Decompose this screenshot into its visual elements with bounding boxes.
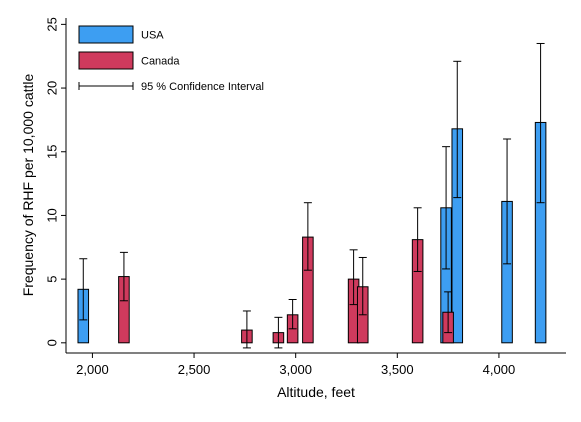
ticks-layer: 0 5 10 15 20 25 2,000 2,500 3,000 3,500 4,000 — [45, 17, 516, 377]
ci-canada-7 — [413, 207, 422, 272]
x-tick-label-0: 2,000 — [76, 362, 109, 377]
y-tick-label-2: 10 — [45, 208, 60, 222]
legend: USA Canada 95 % Confidence Interval — [78, 25, 264, 93]
ci-canada-1 — [242, 310, 251, 349]
legend-ci-symbol — [78, 82, 134, 90]
x-tick-label-4: 4,000 — [483, 362, 516, 377]
ci-canada-4 — [303, 202, 312, 271]
x-axis-label: Altitude, feet — [277, 384, 355, 400]
ci-usa-0 — [79, 258, 88, 321]
ci-canada-6 — [358, 256, 367, 316]
legend-usa-label: USA — [141, 30, 164, 42]
ci-canada-2 — [274, 316, 283, 349]
y-tick-label-3: 15 — [45, 145, 60, 159]
legend-canada-swatch — [78, 51, 134, 70]
ci-usa-3 — [503, 138, 512, 265]
ci-canada-3 — [288, 299, 297, 330]
ci-canada-5 — [349, 249, 358, 306]
x-tick-label-1: 2,500 — [178, 362, 211, 377]
y-tick-label-0: 0 — [45, 339, 60, 346]
ci-usa-4 — [536, 42, 545, 204]
y-tick-label-4: 20 — [45, 81, 60, 95]
y-tick-label-5: 25 — [45, 17, 60, 31]
ci-canada-0 — [119, 251, 128, 302]
legend-ci-label: 95 % Confidence Interval — [141, 81, 264, 93]
y-axis-label: Frequency of RHF per 10,000 cattle — [20, 74, 36, 297]
ci-canada-8 — [444, 291, 453, 334]
ci-usa-1 — [442, 146, 451, 270]
x-tick-label-2: 3,000 — [279, 362, 312, 377]
legend-usa-swatch — [78, 25, 134, 44]
confidence-interval-layer — [79, 42, 545, 349]
ci-usa-2 — [453, 60, 462, 199]
x-tick-label-3: 3,500 — [381, 362, 414, 377]
legend-canada-label: Canada — [141, 56, 180, 68]
axes-layer — [65, 18, 566, 354]
bars-layer — [77, 121, 547, 344]
y-tick-label-1: 5 — [45, 276, 60, 283]
